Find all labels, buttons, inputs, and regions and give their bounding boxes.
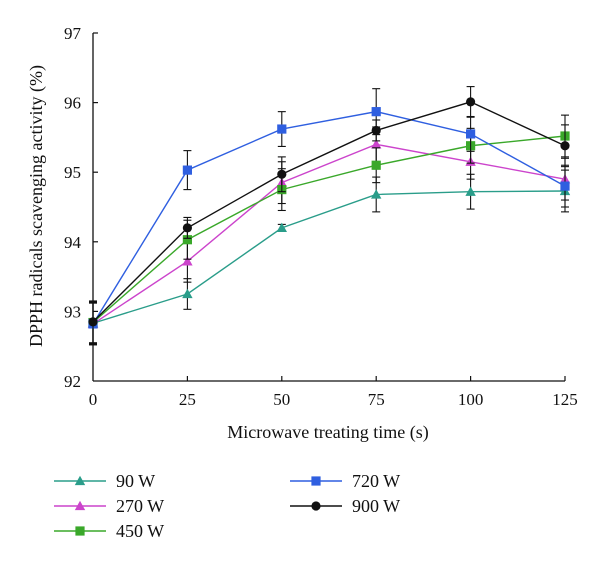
x-axis-label: Microwave treating time (s) [227, 422, 428, 443]
legend-label: 90 W [116, 471, 155, 491]
data-point [276, 222, 287, 233]
x-tick-label: 0 [89, 390, 98, 409]
y-tick-label: 93 [64, 302, 81, 321]
data-point [371, 125, 381, 136]
series-270w [87, 126, 571, 346]
y-tick-label: 92 [64, 372, 81, 391]
series-900w [88, 86, 570, 344]
axes [92, 33, 565, 382]
series-720w [88, 88, 570, 346]
data-point [371, 107, 381, 117]
legend-label: 450 W [116, 521, 164, 541]
x-tick-label: 75 [368, 390, 385, 409]
legend-label: 720 W [352, 471, 400, 491]
x-tick-label: 25 [179, 390, 196, 409]
data-point [560, 181, 570, 191]
data-point [182, 165, 192, 175]
data-point [371, 189, 382, 199]
legend-item: 270 W [54, 496, 164, 516]
data-point [182, 256, 193, 266]
data-point [182, 235, 192, 245]
y-tick-label: 95 [64, 163, 81, 182]
series-line [92, 190, 566, 324]
data-point [182, 223, 192, 233]
y-tick-label: 97 [64, 24, 82, 43]
data-point [465, 186, 476, 196]
x-tick-label: 100 [458, 390, 484, 409]
series-line [92, 135, 566, 324]
legend-label: 900 W [352, 496, 400, 516]
data-point [466, 97, 476, 107]
y-tick-label: 94 [64, 233, 82, 252]
y-axis-label: DPPH radicals scavenging activity (%) [26, 65, 47, 347]
legend-marker [74, 500, 86, 511]
data-point [277, 124, 287, 134]
y-tick-label: 96 [64, 94, 81, 113]
legend-marker [74, 475, 86, 486]
legend-item: 90 W [54, 471, 155, 491]
x-tick-label: 50 [273, 390, 290, 409]
data-point [560, 141, 570, 151]
series-line [92, 143, 566, 325]
legend-marker [311, 476, 321, 486]
legend-marker [311, 501, 321, 511]
x-tick-label: 125 [552, 390, 578, 409]
data-point [466, 129, 476, 139]
data-point [88, 317, 98, 327]
series-line [92, 110, 566, 325]
legend-marker [75, 526, 85, 536]
legend: 90 W 270 W 450 W 720 W 900 W [54, 471, 400, 541]
series-line [92, 101, 566, 323]
data-point [277, 169, 287, 179]
data-point [371, 160, 381, 170]
series-layer [87, 86, 571, 346]
data-point [371, 139, 382, 149]
legend-item: 450 W [54, 521, 164, 541]
series-90w [87, 169, 571, 345]
legend-item: 720 W [290, 471, 400, 491]
data-point [182, 288, 193, 299]
ticks: 0 25 50 75 100 125 92 93 94 95 96 97 [64, 24, 578, 409]
legend-label: 270 W [116, 496, 164, 516]
legend-item: 900 W [290, 496, 400, 516]
